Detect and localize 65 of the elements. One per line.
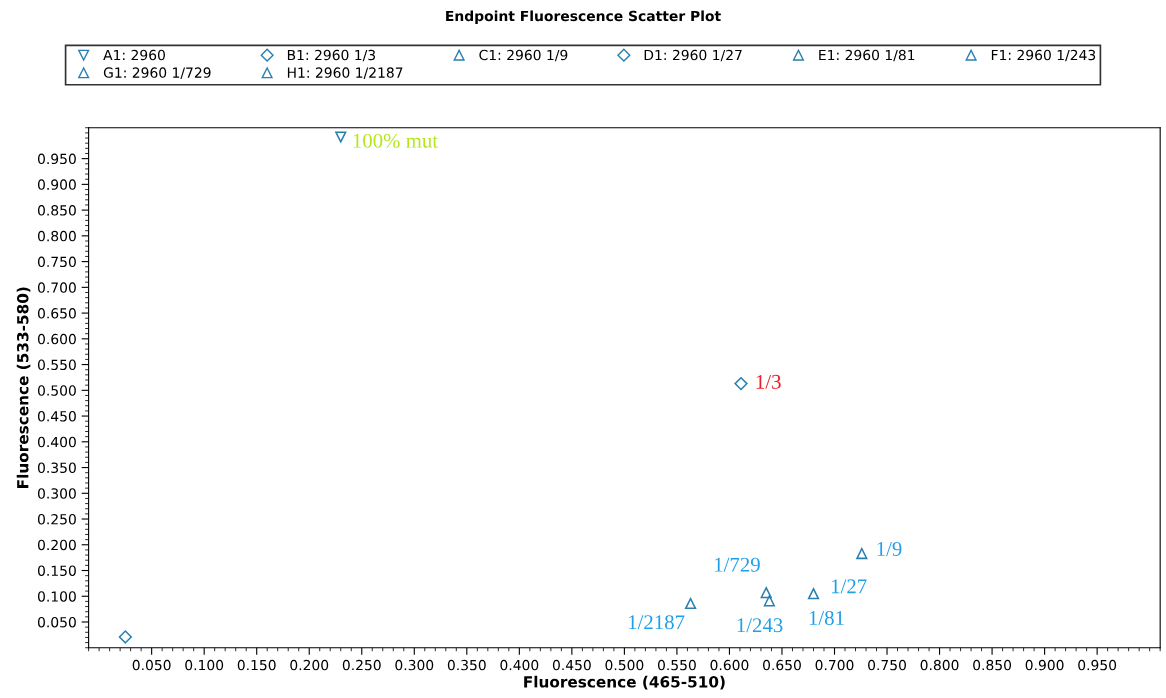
point <box>760 587 772 599</box>
x-tick-label: 0.700 <box>815 659 854 671</box>
x-tick-label: 0.050 <box>132 659 171 671</box>
x-tick-label: 0.550 <box>657 659 696 671</box>
point <box>763 595 775 607</box>
y-tick-label: 0.100 <box>37 591 76 602</box>
x-tick-label: 0.650 <box>763 659 801 671</box>
legend-label: E1: 2960 1/81 <box>819 49 915 62</box>
x-tick-label: 0.500 <box>605 659 644 671</box>
y-tick-label: 0.700 <box>37 282 76 293</box>
point <box>734 376 748 391</box>
y-tick-label: 0.500 <box>37 385 76 396</box>
x-tick-label: 0.900 <box>1025 659 1064 671</box>
point <box>335 131 347 143</box>
x-tick-label: 0.450 <box>552 659 591 671</box>
y-tick-label: 0.200 <box>37 539 76 551</box>
annotation: 1/3 <box>756 374 781 389</box>
legend-label: C1: 2960 1/9 <box>479 49 568 62</box>
annotation: 1/243 <box>737 618 783 633</box>
legend-label: A1: 2960 <box>103 49 165 61</box>
legend-label: D1: 2960 1/27 <box>644 49 742 62</box>
x-tick-label: 0.200 <box>290 659 329 671</box>
point <box>118 630 133 644</box>
x-tick-label: 0.150 <box>237 659 276 671</box>
x-tick-label: 0.800 <box>920 659 959 671</box>
y-tick-label: 0.150 <box>37 565 76 576</box>
y-tick-label: 0.400 <box>37 436 76 448</box>
x-tick-label: 0.950 <box>1078 659 1117 671</box>
x-tick-label: 0.300 <box>395 659 434 671</box>
annotation: 1/9 <box>877 541 902 556</box>
point <box>856 547 868 560</box>
legend-label: H1: 2960 1/2187 <box>287 67 403 79</box>
y-tick-label: 0.850 <box>37 205 76 216</box>
point <box>684 597 697 610</box>
y-tick-label: 0.050 <box>37 616 76 628</box>
chart-title: Endpoint Fluorescence Scatter Plot <box>446 10 721 24</box>
x-tick-label: 0.850 <box>973 659 1012 671</box>
y-tick-label: 0.250 <box>37 514 76 525</box>
y-tick-label: 0.350 <box>37 462 76 474</box>
y-tick-label: 0.900 <box>37 179 76 190</box>
x-tick-label: 0.400 <box>500 659 539 671</box>
y-tick-label: 0.800 <box>37 230 76 242</box>
legend-label: B1: 2960 1/3 <box>287 49 376 62</box>
y-tick-label: 0.300 <box>37 488 76 499</box>
y-tick-label: 0.750 <box>37 256 76 268</box>
annotation: 100% mut <box>353 133 438 148</box>
x-tick-label: 0.100 <box>185 659 224 671</box>
x-tick-label: 0.350 <box>447 659 486 671</box>
legend-label: F1: 2960 1/243 <box>991 49 1096 62</box>
annotation: 1/729 <box>715 557 760 572</box>
y-tick-label: 0.450 <box>37 411 76 422</box>
y-axis-title: Fluorescence (533-580) <box>16 287 31 488</box>
x-tick-label: 0.600 <box>710 659 749 671</box>
annotation: 1/81 <box>809 610 844 626</box>
x-tick-label: 0.250 <box>342 659 381 671</box>
y-tick-label: 0.950 <box>37 153 76 165</box>
x-tick-label: 0.750 <box>868 659 906 671</box>
point <box>807 588 820 600</box>
legend-label: G1: 2960 1/729 <box>103 67 211 79</box>
annotation: 1/2187 <box>628 615 685 630</box>
y-tick-label: 0.550 <box>37 359 76 371</box>
y-tick-label: 0.650 <box>37 308 76 319</box>
y-tick-label: 0.600 <box>37 333 76 345</box>
annotation: 1/27 <box>831 579 867 594</box>
x-axis-title: Fluorescence (465-510) <box>524 675 725 690</box>
